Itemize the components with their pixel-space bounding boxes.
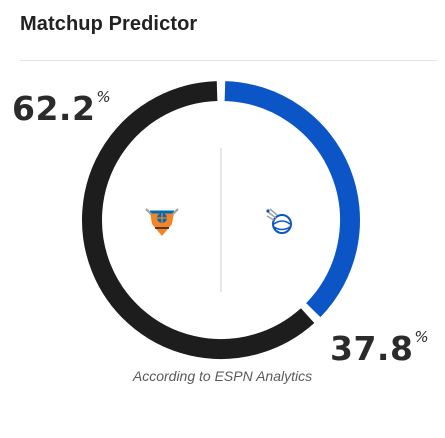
source-attribution: According to ESPN Analytics <box>132 368 313 384</box>
header-divider <box>20 60 437 61</box>
page-title: Matchup Predictor <box>20 13 198 35</box>
team-a-win-probability: 62.2% <box>12 88 112 128</box>
team-a-probability-arc <box>82 81 315 359</box>
knicks-logo-icon <box>145 208 179 236</box>
magic-logo-icon <box>266 208 292 234</box>
team-b-probability-arc <box>224 81 360 318</box>
team-b-win-probability: 37.8% <box>330 328 430 368</box>
